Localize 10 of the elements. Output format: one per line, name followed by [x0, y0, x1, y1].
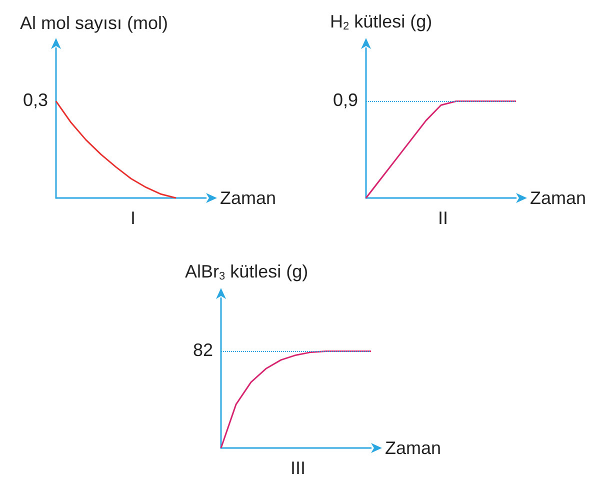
x-axis-title: Zaman — [530, 188, 586, 208]
text: 0,3 — [22, 90, 48, 110]
text: III — [290, 458, 306, 478]
text: I — [130, 208, 136, 228]
text: II — [438, 208, 448, 228]
y-axis-title: Al mol sayısı (mol) — [20, 13, 168, 33]
text: 82 — [192, 340, 214, 360]
x-axis-title: Zaman — [220, 188, 276, 208]
text: 0,9 — [332, 90, 358, 110]
x-axis-title: Zaman — [385, 438, 442, 458]
